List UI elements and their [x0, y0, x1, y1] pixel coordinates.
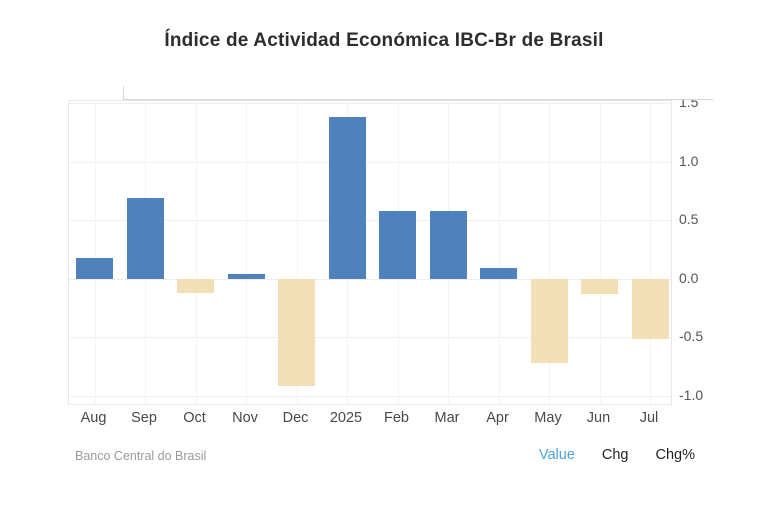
footer-link-value[interactable]: Value	[538, 447, 575, 463]
x-axis-label-mar: Mar	[434, 410, 460, 426]
h-gridline-0.5	[69, 220, 671, 222]
h-gridline-1.0	[69, 161, 671, 163]
x-axis-label-may: May	[534, 410, 562, 426]
footer-link-chg-pct[interactable]: Chg%	[655, 447, 696, 463]
v-gridline-dec	[296, 101, 298, 404]
h-gridline-1.5	[69, 103, 671, 105]
v-gridline-jul	[650, 101, 651, 404]
bar-dec[interactable]	[278, 278, 315, 387]
y-axis-label-0.5: 0.5	[679, 211, 699, 228]
bar-may[interactable]	[530, 278, 568, 363]
bar-apr[interactable]	[480, 268, 517, 279]
x-axis-label-jun: Jun	[586, 410, 611, 426]
overlay-strip	[123, 86, 713, 100]
y-axis-label--0.5: -0.5	[679, 328, 704, 345]
h-gridline--1.0	[69, 395, 671, 397]
y-axis-label-0.0: 0.0	[679, 269, 699, 286]
v-gridline-may	[549, 101, 550, 404]
x-axis-label-sep: Sep	[131, 410, 157, 426]
v-gridline-oct	[195, 101, 197, 404]
bar-mar[interactable]	[429, 210, 467, 279]
bar-aug[interactable]	[76, 257, 113, 279]
bar-oct[interactable]	[177, 278, 214, 293]
x-axis-label-2025: 2025	[329, 410, 363, 426]
bar-nov[interactable]	[227, 274, 265, 279]
source-label: Banco Central do Brasil	[75, 449, 207, 463]
v-gridline-nov	[246, 101, 247, 404]
bar-jul[interactable]	[631, 278, 669, 340]
v-gridline-jun	[599, 101, 601, 404]
x-axis-label-aug: Aug	[80, 410, 107, 426]
h-gridline--0.5	[69, 337, 671, 339]
x-axis-label-jul: Jul	[639, 410, 659, 426]
v-gridline-apr	[498, 101, 500, 404]
footer-link-chg[interactable]: Chg	[601, 447, 629, 463]
y-axis-label-1.0: 1.0	[679, 152, 699, 169]
bar-jun[interactable]	[581, 278, 618, 294]
x-axis-label-dec: Dec	[282, 410, 309, 426]
h-gridline-0.0	[69, 278, 671, 280]
v-gridline-aug	[94, 101, 96, 404]
bar-2025[interactable]	[328, 117, 366, 279]
chart-title: Índice de Actividad Económica IBC-Br de …	[164, 30, 604, 51]
x-axis-label-oct: Oct	[183, 410, 206, 426]
x-axis-label-apr: Apr	[486, 410, 509, 426]
plot-area	[68, 100, 672, 405]
y-axis-label--1.0: -1.0	[679, 386, 704, 403]
x-axis-label-nov: Nov	[232, 410, 258, 426]
bar-sep[interactable]	[126, 198, 164, 279]
x-axis-label-feb: Feb	[384, 410, 409, 426]
footer-links: Value Chg Chg%	[539, 447, 695, 463]
bar-feb[interactable]	[379, 210, 416, 279]
